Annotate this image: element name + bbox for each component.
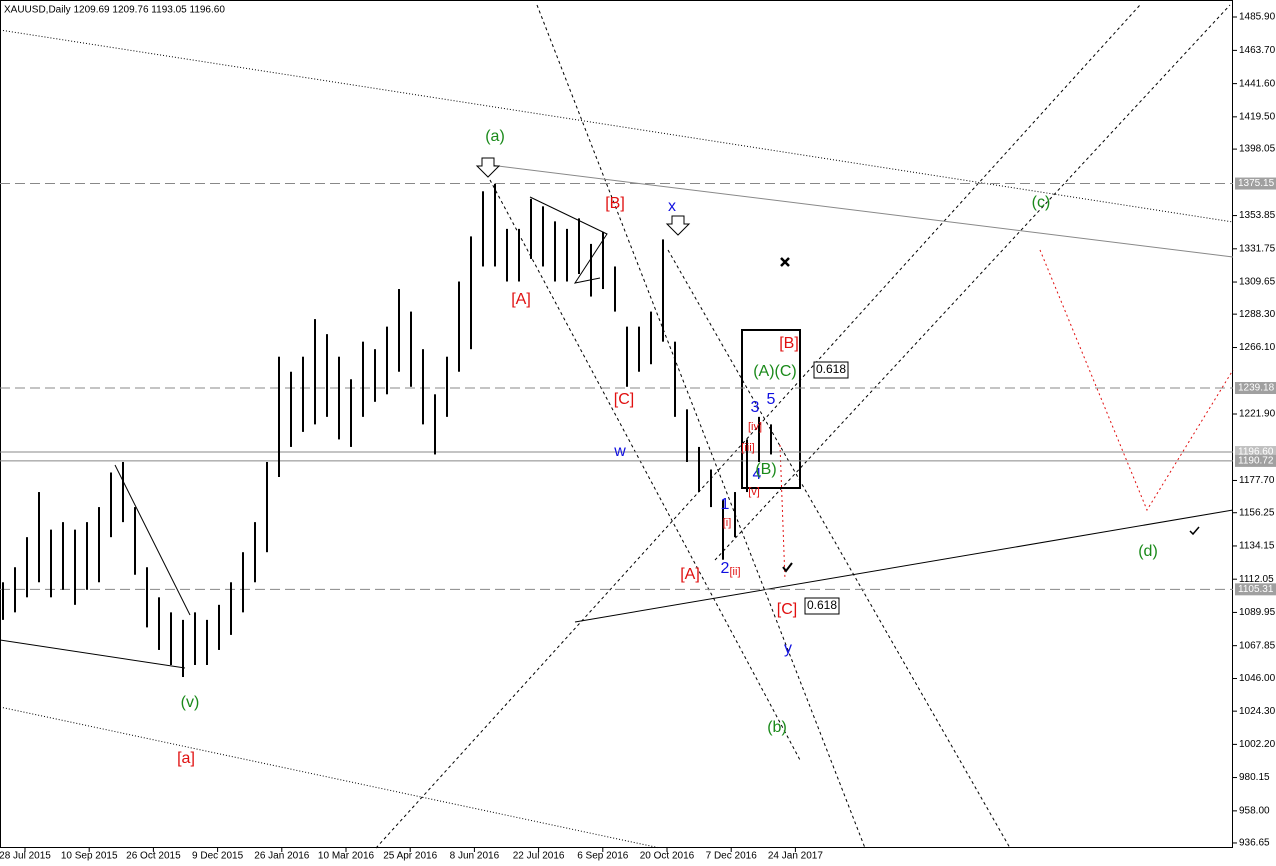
wave-label: [B] bbox=[605, 195, 625, 212]
trend-line bbox=[0, 639, 186, 669]
channel-line bbox=[375, 4, 1141, 849]
wave-label: 4 bbox=[753, 466, 762, 483]
level-label-bg bbox=[1235, 382, 1276, 395]
y-tick-label: 1067.85 bbox=[1239, 640, 1276, 651]
y-tick-label: 1134.15 bbox=[1239, 541, 1275, 552]
wave-label: 0.618 bbox=[816, 362, 846, 376]
x-tick-label: 7 Dec 2016 bbox=[706, 851, 758, 862]
channel-line bbox=[667, 249, 1011, 849]
y-tick-label: 1398.05 bbox=[1239, 144, 1276, 155]
y-tick-label: 1221.90 bbox=[1239, 409, 1276, 420]
level-label: 1105.31 bbox=[1238, 584, 1274, 595]
wave-label: [a] bbox=[177, 750, 195, 767]
y-tick-label: 1112.05 bbox=[1239, 574, 1274, 585]
level-label: 1190.72 bbox=[1238, 456, 1274, 467]
wave-label: 1 bbox=[721, 496, 730, 513]
wave-label: w bbox=[613, 443, 626, 460]
wave-label: [ii] bbox=[730, 566, 741, 578]
arrow-icon bbox=[475, 157, 501, 178]
fib-box bbox=[804, 597, 840, 615]
cross-icon bbox=[780, 257, 790, 267]
x-tick-label: 25 Apr 2016 bbox=[383, 851, 437, 862]
channel-line bbox=[489, 179, 801, 761]
y-tick-label: 980.15 bbox=[1239, 772, 1270, 783]
level-label: 1196.60 bbox=[1238, 447, 1274, 458]
wave-label: (v) bbox=[181, 694, 200, 711]
y-tick-label: 1046.00 bbox=[1239, 673, 1276, 684]
wave-label: (a) bbox=[485, 128, 505, 145]
wave-label: 3 bbox=[751, 399, 760, 416]
y-tick-label: 1089.95 bbox=[1239, 607, 1276, 618]
trend-line bbox=[114, 464, 191, 616]
trend-line bbox=[489, 164, 1234, 258]
y-tick-label: 1485.90 bbox=[1239, 12, 1276, 23]
wave-label: [iv] bbox=[748, 421, 762, 433]
y-tick-label: 1441.60 bbox=[1239, 78, 1276, 89]
check-icon bbox=[1189, 526, 1200, 536]
x-tick-label: 20 Oct 2016 bbox=[640, 851, 695, 862]
level-label: 1239.18 bbox=[1238, 383, 1275, 394]
y-tick-label: 1309.65 bbox=[1239, 277, 1276, 288]
channel-line bbox=[0, 29, 1234, 223]
zone-box bbox=[741, 329, 801, 489]
wave-label: y bbox=[784, 640, 792, 657]
y-tick-label: 1266.10 bbox=[1239, 342, 1276, 353]
y-tick-label: 1156.25 bbox=[1239, 507, 1275, 518]
level-label: 1375.15 bbox=[1238, 178, 1275, 189]
trend-line bbox=[574, 509, 1234, 623]
x-tick-label: 28 Jul 2015 bbox=[0, 851, 51, 862]
y-tick-label: 1419.50 bbox=[1239, 111, 1276, 122]
plot-frame bbox=[0, 0, 1233, 848]
level-label-bg bbox=[1235, 454, 1276, 467]
channel-line bbox=[536, 4, 866, 849]
wave-label: [A] bbox=[680, 566, 700, 583]
header: XAUUSD,Daily 1209.69 1209.76 1193.05 119… bbox=[4, 5, 225, 16]
check-icon bbox=[782, 562, 793, 573]
y-tick-label: 936.65 bbox=[1239, 838, 1270, 849]
y-tick-label: 958.00 bbox=[1239, 805, 1270, 816]
wave-label: (d) bbox=[1138, 543, 1158, 560]
y-tick-label: 1353.85 bbox=[1239, 210, 1276, 221]
x-tick-label: 8 Jun 2016 bbox=[450, 851, 500, 862]
wave-label: [iii] bbox=[741, 442, 754, 454]
wave-label: [C] bbox=[777, 601, 797, 618]
wave-label: (B) bbox=[755, 461, 776, 478]
x-tick-label: 26 Oct 2015 bbox=[126, 851, 181, 862]
x-tick-label: 24 Jan 2017 bbox=[768, 851, 823, 862]
projection bbox=[1039, 249, 1234, 512]
level-label-bg bbox=[1235, 177, 1276, 190]
y-tick-label: 1463.70 bbox=[1239, 45, 1276, 56]
x-tick-label: 6 Sep 2016 bbox=[577, 851, 629, 862]
y-tick-label: 1024.30 bbox=[1239, 706, 1276, 717]
wave-label: [i] bbox=[723, 517, 732, 529]
x-tick-label: 10 Sep 2015 bbox=[61, 851, 118, 862]
wave-label: [A] bbox=[511, 291, 531, 308]
wave-label: x bbox=[668, 198, 676, 215]
y-tick-label: 1331.75 bbox=[1239, 243, 1276, 254]
wave-label: (b) bbox=[767, 719, 787, 736]
x-tick-label: 9 Dec 2015 bbox=[192, 851, 244, 862]
x-tick-label: 22 Jul 2016 bbox=[513, 851, 565, 862]
wave-label: (A)(C) bbox=[753, 363, 797, 380]
level-label-bg bbox=[1235, 583, 1276, 596]
wave-label: 2 bbox=[721, 560, 730, 577]
x-tick-label: 26 Jan 2016 bbox=[254, 851, 309, 862]
wave-label: 5 bbox=[767, 391, 776, 408]
x-tick-label: 10 Mar 2016 bbox=[318, 851, 375, 862]
wave-label: 0.618 bbox=[807, 598, 837, 612]
y-tick-label: 1288.30 bbox=[1239, 309, 1276, 320]
y-tick-label: 1002.20 bbox=[1239, 739, 1276, 750]
wave-label: [B] bbox=[779, 335, 799, 352]
trend-lines bbox=[0, 4, 1234, 849]
wave-label: [v] bbox=[748, 486, 760, 498]
wave-label: (c) bbox=[1032, 194, 1051, 211]
wave-label: [C] bbox=[614, 391, 634, 408]
fib-box bbox=[813, 361, 849, 379]
arrow-icon bbox=[665, 215, 691, 236]
y-tick-label: 1177.70 bbox=[1239, 475, 1275, 486]
